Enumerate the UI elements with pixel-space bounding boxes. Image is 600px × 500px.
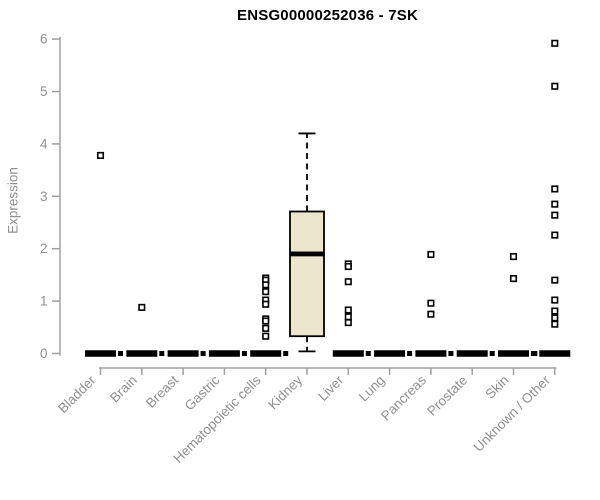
outlier-point-unknown-other xyxy=(551,200,559,208)
zero-bar-nub xyxy=(241,351,247,356)
outlier-point-liver xyxy=(344,319,352,327)
y-tick-label: 0 xyxy=(40,346,48,361)
outlier-point-unknown-other xyxy=(551,314,559,322)
chart-title: ENSG00000252036 - 7SK xyxy=(237,7,418,24)
y-tick-label: 2 xyxy=(40,241,48,256)
outlier-point-hematopoietic-cells xyxy=(262,324,270,332)
y-tick-label: 4 xyxy=(40,136,48,151)
outlier-point-skin xyxy=(509,253,518,261)
zero-bar-nub xyxy=(200,351,206,356)
zero-bar-hematopoietic-cells xyxy=(250,350,282,357)
outlier-point-unknown-other xyxy=(551,320,559,328)
zero-bar-breast xyxy=(167,350,199,357)
zero-bar-gastric xyxy=(208,350,240,357)
outlier-point-unknown-other xyxy=(551,231,559,239)
outlier-point-bladder xyxy=(96,151,105,159)
zero-bar-nub xyxy=(283,351,289,356)
outlier-point-liver xyxy=(344,262,352,271)
y-tick-label: 3 xyxy=(40,189,48,204)
zero-bar-nub xyxy=(489,351,495,356)
zero-bar-prostate xyxy=(456,350,488,357)
outlier-point-liver xyxy=(344,278,352,286)
zero-bar-liver xyxy=(332,350,364,357)
zero-bar-nub xyxy=(532,351,538,356)
zero-bar-nub xyxy=(159,351,165,356)
outlier-point-unknown-other xyxy=(551,307,559,315)
zero-bar-brain xyxy=(126,350,158,357)
box-rect-kidney xyxy=(289,210,325,338)
zero-bar-nub xyxy=(448,351,454,356)
outlier-point-hematopoietic-cells xyxy=(262,317,270,325)
x-category-label-brain: Brain xyxy=(107,373,140,406)
zero-bar-pancreas xyxy=(415,350,447,357)
outlier-point-unknown-other xyxy=(551,296,559,304)
outlier-point-unknown-other xyxy=(551,185,559,193)
outlier-point-unknown-other xyxy=(551,276,559,284)
outlier-point-liver xyxy=(344,313,352,321)
x-category-label-lung: Lung xyxy=(356,373,388,405)
zero-bar-bladder xyxy=(85,350,116,357)
x-category-label-pancreas: Pancreas xyxy=(378,372,429,423)
outlier-point-pancreas xyxy=(427,250,435,259)
x-category-label-liver: Liver xyxy=(315,372,347,404)
outlier-point-hematopoietic-cells xyxy=(262,281,270,289)
x-category-label-bladder: Bladder xyxy=(55,372,99,416)
outlier-point-unknown-other xyxy=(551,211,559,219)
y-tick-label: 1 xyxy=(40,294,48,309)
outlier-point-hematopoietic-cells xyxy=(262,300,270,308)
zero-bar-skin xyxy=(498,350,529,357)
x-category-label-skin: Skin xyxy=(482,373,511,402)
zero-bar-unknown-other xyxy=(539,350,571,357)
outlier-point-hematopoietic-cells xyxy=(262,332,270,340)
outlier-point-pancreas xyxy=(427,299,435,307)
zero-bar-nub xyxy=(118,351,123,356)
y-tick-label: 5 xyxy=(40,84,48,99)
y-tick-label: 6 xyxy=(40,32,48,47)
outlier-point-brain xyxy=(138,303,146,311)
x-category-label-kidney: Kidney xyxy=(265,372,305,412)
zero-bar-nub xyxy=(365,351,371,356)
zero-bar-nub xyxy=(407,351,413,356)
zero-bar-lung xyxy=(374,350,406,357)
outlier-point-liver xyxy=(344,306,352,314)
outlier-point-hematopoietic-cells xyxy=(262,288,270,296)
outlier-point-skin xyxy=(509,275,518,283)
x-category-label-breast: Breast xyxy=(143,372,181,410)
x-category-label-unknown-other: Unknown / Other xyxy=(471,372,554,455)
outlier-point-unknown-other xyxy=(551,82,559,90)
outlier-point-pancreas xyxy=(427,310,435,318)
median-line-kidney xyxy=(290,251,324,257)
outlier-point-unknown-other xyxy=(551,39,559,47)
x-category-label-prostate: Prostate xyxy=(424,373,470,419)
x-category-label-gastric: Gastric xyxy=(182,372,223,413)
